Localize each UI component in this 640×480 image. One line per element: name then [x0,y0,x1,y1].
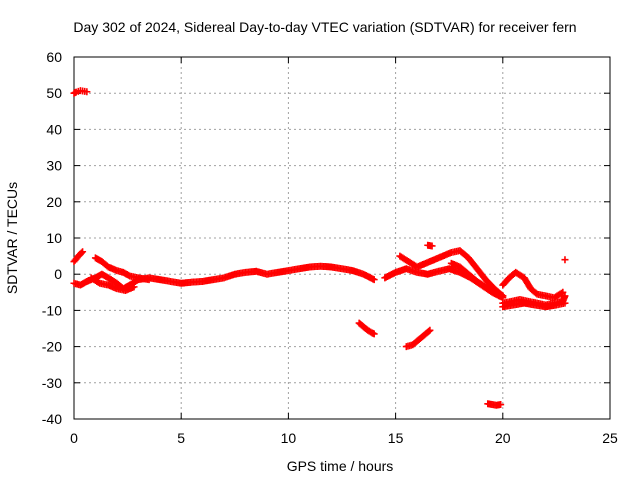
data-point [561,292,569,300]
data-point [83,88,91,96]
data-point [497,401,505,409]
y-axis-label: SDTVAR / TECUs [4,182,20,294]
y-tick-label: 40 [46,121,62,137]
x-tick-label: 20 [495,430,511,446]
data-point [370,276,378,284]
y-tick-label: 20 [46,194,62,210]
data-point [145,276,153,284]
data-point [370,330,378,338]
data-point [561,299,569,307]
x-axis-label: GPS time / hours [287,458,394,474]
y-tick-label: -30 [42,375,62,391]
chart-title: Day 302 of 2024, Sidereal Day-to-day VTE… [73,19,576,35]
data-point [78,249,86,257]
data-points [70,87,569,409]
x-tick-label: 0 [70,430,78,446]
data-point [94,278,102,286]
y-tick-label: 60 [46,49,62,65]
data-point [79,248,87,256]
data-point [425,327,433,335]
y-tick-label: 0 [54,266,62,282]
data-point [557,289,565,297]
data-point [559,288,567,296]
x-tick-label: 10 [281,430,297,446]
data-point [499,292,507,300]
y-tick-label: 10 [46,230,62,246]
y-tick-label: -40 [42,411,62,427]
data-point [561,256,569,264]
data-point [426,326,434,334]
y-tick-label: -20 [42,339,62,355]
x-tick-label: 5 [177,430,185,446]
data-point [130,283,138,291]
x-tick-label: 15 [388,430,404,446]
grid-lines [74,57,610,419]
x-axis: 0 5 10 15 20 25 [70,57,618,446]
x-tick-label: 25 [602,430,618,446]
y-tick-label: 30 [46,158,62,174]
y-tick-label: 50 [46,85,62,101]
y-axis: -40 -30 -20 -10 0 10 20 30 40 50 60 [42,49,610,427]
y-tick-label: -10 [42,302,62,318]
data-point [428,242,436,250]
